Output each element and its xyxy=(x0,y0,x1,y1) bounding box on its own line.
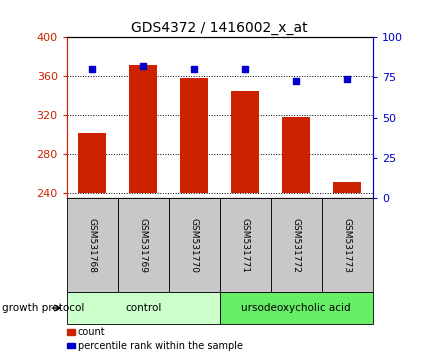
Bar xyxy=(180,78,208,193)
Text: GSM531769: GSM531769 xyxy=(138,218,147,273)
Text: count: count xyxy=(77,327,105,337)
Point xyxy=(241,67,248,72)
Bar xyxy=(129,64,157,193)
Point xyxy=(89,67,95,72)
Text: GSM531768: GSM531768 xyxy=(88,218,97,273)
Point xyxy=(190,67,197,72)
Bar xyxy=(231,91,259,193)
Text: growth protocol: growth protocol xyxy=(2,303,84,313)
Bar xyxy=(282,117,310,193)
Text: percentile rank within the sample: percentile rank within the sample xyxy=(77,341,242,350)
Point xyxy=(292,78,299,84)
Text: GSM531773: GSM531773 xyxy=(342,218,351,273)
Text: control: control xyxy=(125,303,161,313)
Text: GSM531770: GSM531770 xyxy=(189,218,198,273)
Title: GDS4372 / 1416002_x_at: GDS4372 / 1416002_x_at xyxy=(131,21,307,35)
Point xyxy=(139,63,146,69)
Text: GSM531771: GSM531771 xyxy=(240,218,249,273)
Point xyxy=(343,76,350,82)
Text: ursodeoxycholic acid: ursodeoxycholic acid xyxy=(241,303,350,313)
Bar xyxy=(332,182,360,193)
Text: GSM531772: GSM531772 xyxy=(291,218,300,273)
Bar xyxy=(78,133,106,193)
